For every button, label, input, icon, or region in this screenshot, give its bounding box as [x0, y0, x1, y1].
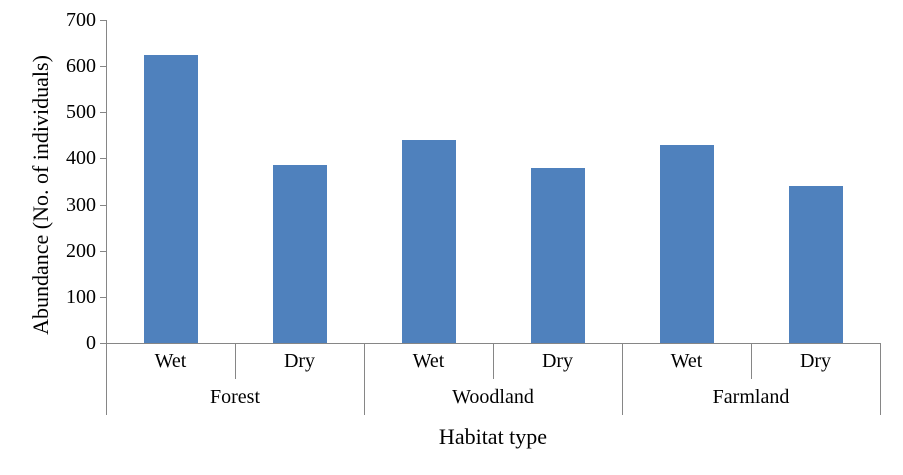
bar-farmland-dry: [788, 186, 843, 343]
y-tick-mark-600: [100, 66, 107, 68]
y-tick-label-300: 300: [66, 193, 96, 216]
y-tick-mark-500: [100, 112, 107, 114]
y-tick-label-500: 500: [66, 101, 96, 124]
y-axis-line: [106, 20, 107, 415]
bar-forest-wet: [143, 54, 198, 343]
y-tick-label-700: 700: [66, 9, 96, 31]
subcategory-label-forest-dry: Dry: [283, 350, 316, 372]
y-tick-mark-700: [100, 20, 107, 21]
y-tick-label-100: 100: [66, 285, 96, 308]
bar-forest-dry: [272, 165, 327, 343]
subcategory-divider-line: [235, 343, 236, 379]
group-label-forest: Forest: [210, 386, 260, 408]
bar-woodland-dry: [530, 167, 585, 343]
subcategory-divider-line: [493, 343, 494, 379]
subcategory-label-woodland-wet: Wet: [412, 350, 445, 372]
category-boundary-right: [880, 343, 881, 415]
y-tick-mark-300: [100, 204, 107, 206]
bar-farmland-wet: [659, 144, 714, 343]
subcategory-label-woodland-dry: Dry: [541, 350, 574, 372]
y-tick-mark-100: [100, 296, 107, 298]
y-tick-mark-0: [100, 343, 107, 344]
group-boundary-line: [622, 343, 623, 415]
x-axis-title: Habitat type: [438, 424, 548, 449]
y-tick-label-200: 200: [66, 239, 96, 262]
y-tick-mark-200: [100, 250, 107, 252]
group-label-farmland: Farmland: [712, 386, 790, 408]
subcategory-label-farmland-dry: Dry: [799, 350, 832, 372]
group-boundary-line: [364, 343, 365, 415]
y-tick-label-400: 400: [66, 147, 96, 170]
subcategory-label-forest-wet: Wet: [154, 350, 187, 372]
subcategory-divider-line: [751, 343, 752, 379]
y-tick-mark-400: [100, 158, 107, 160]
y-tick-label-0: 0: [86, 332, 96, 354]
bar-woodland-wet: [401, 139, 456, 343]
y-tick-label-600: 600: [66, 55, 96, 78]
subcategory-label-farmland-wet: Wet: [670, 350, 703, 372]
group-label-woodland: Woodland: [452, 386, 534, 408]
